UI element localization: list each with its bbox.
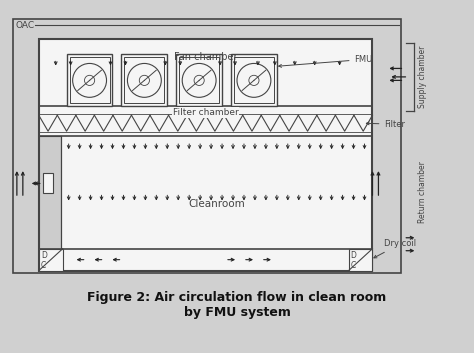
Text: Fan chamber: Fan chamber <box>174 53 237 62</box>
Text: C: C <box>41 261 46 270</box>
Text: Filter chamber: Filter chamber <box>173 108 238 117</box>
Bar <box>39 38 373 271</box>
Bar <box>39 249 63 271</box>
Text: FMU: FMU <box>279 55 373 67</box>
Bar <box>70 58 109 103</box>
Bar <box>234 58 274 103</box>
Text: D: D <box>351 251 356 260</box>
Bar <box>67 54 112 106</box>
Text: Filter: Filter <box>366 120 405 129</box>
Bar <box>348 249 373 271</box>
Circle shape <box>194 75 204 85</box>
Text: C: C <box>351 261 356 270</box>
Circle shape <box>84 75 95 85</box>
Circle shape <box>237 64 271 97</box>
Bar <box>39 136 61 249</box>
Bar <box>43 173 53 193</box>
Circle shape <box>128 64 161 97</box>
Bar <box>121 54 167 106</box>
Bar <box>179 58 219 103</box>
Text: by FMU system: by FMU system <box>183 306 291 319</box>
Text: Return chamber: Return chamber <box>418 162 427 223</box>
Circle shape <box>249 75 259 85</box>
Circle shape <box>73 64 107 97</box>
Bar <box>176 54 222 106</box>
Text: Dry coil: Dry coil <box>374 239 417 258</box>
Text: Figure 2: Air circulation flow in clean room: Figure 2: Air circulation flow in clean … <box>87 291 387 304</box>
Circle shape <box>182 64 216 97</box>
Text: Supply chamber: Supply chamber <box>418 46 427 108</box>
Text: Cleanroom: Cleanroom <box>188 199 245 209</box>
Circle shape <box>139 75 149 85</box>
Bar <box>231 54 277 106</box>
Text: OAC: OAC <box>16 20 35 30</box>
Bar <box>125 58 164 103</box>
Text: D: D <box>41 251 46 260</box>
Bar <box>13 19 401 273</box>
